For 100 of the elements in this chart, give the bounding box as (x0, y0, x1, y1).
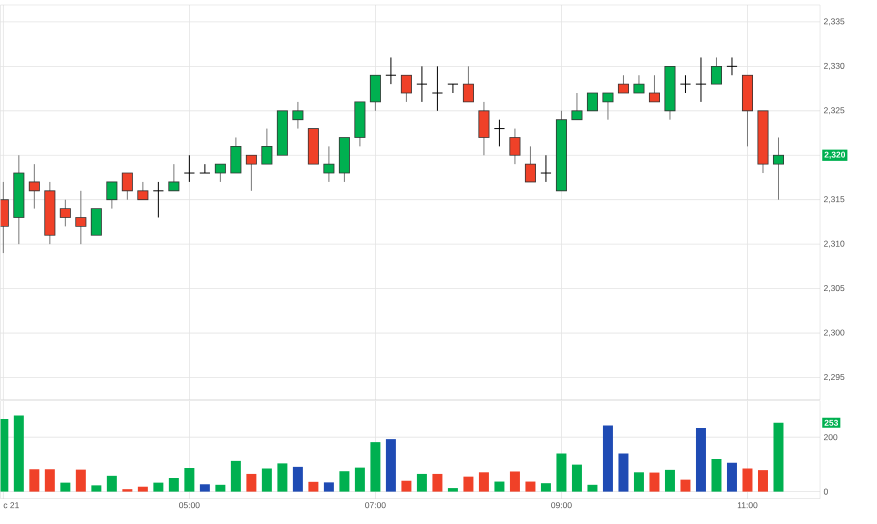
candlestick (648, 74, 660, 103)
bar (432, 474, 442, 492)
bar (416, 474, 427, 492)
y-tick-label: 2,310 (824, 240, 844, 248)
candlestick (695, 57, 707, 103)
bar (308, 482, 318, 492)
bar (184, 468, 194, 492)
bar (510, 472, 520, 492)
y-tick-label: 2,315 (824, 196, 844, 204)
bar (14, 416, 24, 492)
candlestick (400, 74, 412, 103)
x-tick-label: 09:00 (551, 502, 572, 508)
candlestick (75, 190, 86, 245)
candlestick (680, 74, 692, 94)
candlestick (710, 57, 722, 85)
bar (726, 462, 737, 492)
bar (138, 486, 148, 492)
x-tick-label: c 21 (4, 502, 19, 508)
bar (292, 467, 303, 492)
bar (91, 486, 102, 492)
bar (634, 472, 644, 492)
bar (106, 476, 117, 492)
bar (168, 478, 179, 492)
x-tick-label: 07:00 (365, 502, 386, 508)
bar (230, 461, 241, 492)
bar (696, 428, 706, 492)
candlestick (509, 128, 520, 165)
bar (354, 468, 365, 492)
candlestick (323, 146, 334, 183)
candlestick (28, 164, 40, 210)
bar (680, 480, 690, 492)
bar (262, 468, 272, 492)
candlestick (246, 154, 257, 192)
bar (153, 482, 164, 492)
candlestick (106, 182, 118, 210)
bar (44, 469, 55, 492)
y-tick-label: 2,305 (824, 285, 844, 292)
y-tick-label: 2,300 (824, 330, 844, 337)
bar (478, 472, 489, 492)
bar (246, 474, 256, 492)
annotation: 253 (824, 420, 838, 426)
candlestick (494, 119, 506, 148)
candlestick (60, 199, 71, 228)
bar (664, 470, 675, 492)
candlestick (602, 92, 614, 120)
annotation: 2,320 (824, 152, 846, 160)
x-tick-label: 11:00 (738, 502, 758, 508)
bar (742, 468, 752, 492)
candlestick (447, 84, 459, 94)
bar (215, 484, 226, 492)
bar (200, 484, 210, 492)
candlestick (152, 182, 164, 218)
bar (401, 480, 412, 492)
bar (370, 442, 380, 492)
bar (324, 482, 334, 492)
x-tick-label: 05:00 (179, 502, 200, 508)
candlestick (571, 92, 582, 120)
bar (602, 426, 613, 492)
candlestick (168, 164, 180, 192)
candlestick (633, 74, 644, 94)
candlestick (214, 164, 226, 183)
candlestick (726, 57, 738, 76)
bar (649, 472, 660, 492)
bar (618, 454, 628, 492)
bar (494, 482, 504, 492)
bar (386, 439, 396, 492)
bar (122, 489, 132, 492)
bar (572, 464, 582, 492)
bar (711, 459, 722, 492)
candlestick (122, 172, 133, 200)
bar (29, 469, 40, 492)
candlestick (261, 128, 272, 165)
y-tick-label: 2,330 (824, 63, 844, 70)
bar (556, 454, 566, 492)
candlestick (618, 74, 629, 94)
bar (463, 476, 474, 492)
y-tick-label: 0 (824, 488, 828, 495)
bar (773, 422, 784, 492)
y-tick-label: 2,295 (824, 374, 844, 382)
candlestick (292, 102, 304, 130)
bar (277, 463, 288, 492)
candlestick (772, 137, 784, 200)
bar (76, 470, 86, 492)
candlestick (385, 57, 397, 85)
y-tick-label: 200 (824, 434, 838, 440)
candlestick (462, 66, 474, 103)
candlestick (184, 154, 195, 183)
candlestick (137, 182, 148, 200)
bar (60, 482, 70, 492)
bar (525, 482, 536, 492)
candlestick (540, 154, 552, 183)
bar (448, 488, 458, 492)
y-tick-label: 2,335 (824, 18, 844, 26)
bar (339, 471, 350, 492)
candlestick (416, 66, 428, 103)
y-tick-label: 2,325 (824, 107, 844, 114)
candlestick (199, 164, 210, 174)
bar (540, 483, 551, 492)
bar (758, 470, 768, 492)
candlestick (524, 146, 536, 183)
